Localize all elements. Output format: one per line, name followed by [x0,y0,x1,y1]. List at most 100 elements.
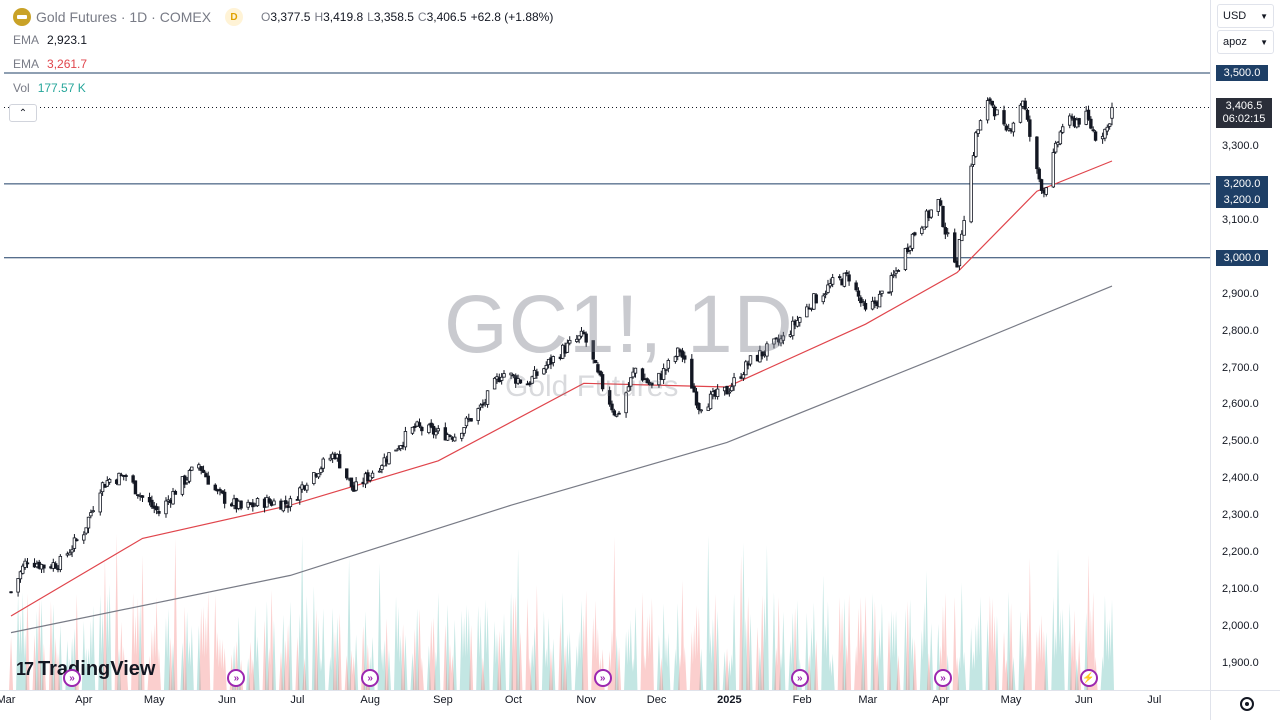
volume-up-area [16,535,1115,690]
candle-body [349,477,354,487]
hline-price-tag-3200-alt[interactable]: 3,200.0 [1216,192,1268,208]
candle-body [434,431,438,436]
candle-body [1105,126,1110,132]
candle-body [154,506,159,511]
candle-body [105,480,109,487]
candle-body [410,426,415,434]
arrow-forward-icon[interactable]: » [593,669,612,687]
hline-price-tag-3000[interactable]: 3,000.0 [1216,250,1268,266]
time-tick-label: Oct [504,694,522,706]
lightning-icon[interactable]: ⚡ [1079,669,1098,687]
candle-body [896,270,901,272]
tradingview-mark-icon: 17 [16,659,34,679]
symbol-legend: Gold Futures · 1D · COMEX D O3,377.5 H3,… [13,8,553,26]
hline-price-tag-3500[interactable]: 3,500.0 [1216,65,1268,81]
candle-body [988,98,992,102]
candle-body [86,516,91,529]
time-tick-label: Nov [576,694,596,706]
candle-body [1018,104,1023,123]
symbol-title[interactable]: Gold Futures · 1D · COMEX [36,9,212,25]
candle-body [394,449,398,452]
indicator-volume[interactable]: Vol 177.57 K [13,80,86,96]
candle-body [744,361,748,376]
arrow-forward-icon[interactable]: » [790,669,809,687]
candle-body [645,378,649,384]
candle-body [791,320,795,337]
ohlc-open: O3,377.5 [261,10,310,24]
hline-price-tag-3200[interactable]: 3,200.0 [1216,176,1268,192]
high-prefix: H [314,10,324,24]
collapse-legend-button[interactable]: ⌃ [9,104,37,122]
candle-body [530,376,534,384]
indicator-ema-slow[interactable]: EMA 2,923.1 [13,32,87,48]
time-tick-label: Jul [290,694,305,706]
candle-body [976,129,980,134]
symbol-watermark-sub: Gold Futures [505,370,679,403]
candle-body [1039,179,1044,191]
price-tick-label: 2,100.0 [1222,583,1259,596]
candle-body [443,427,448,441]
candle-body [319,468,323,473]
candle-body [312,472,316,484]
candle-body [945,232,950,235]
candle-body [1091,129,1095,132]
candle-body [1053,142,1058,153]
candle-body [321,458,325,469]
time-axis[interactable]: Mar Apr May Jun Jul Aug Sep Oct Nov Dec 2025 Feb Mar… [0,694,1210,714]
candle-body [699,409,703,412]
candle-body [190,466,194,471]
arrow-forward-icon[interactable]: » [933,669,952,687]
candle-body [199,466,203,471]
candle-body [481,403,485,406]
candle-body [91,510,95,513]
candle-body [84,527,88,534]
candle-body [502,373,506,378]
arrow-forward-icon[interactable]: » [361,669,380,687]
arrow-forward-icon[interactable]: » [63,669,82,687]
low-prefix: L [367,10,374,24]
candle-body [427,424,431,433]
candle-body [774,337,779,340]
candle-body [953,232,957,263]
last-price-tag[interactable]: 3,406.5 06:02:15 [1216,98,1272,128]
candle-body [593,360,598,364]
tradingview-logo-text: TradingView [38,658,156,680]
candle-body [765,343,769,357]
tradingview-logo[interactable]: 17 TradingView [16,658,155,681]
currency-value: USD [1223,10,1247,22]
gear-icon[interactable] [1240,697,1254,711]
candle-body [666,360,671,369]
candle-body [798,317,802,323]
indicator-name: EMA [13,57,40,71]
time-tick-label: Aug [360,694,380,706]
candle-body [222,491,227,504]
candle-body [922,226,926,230]
candle-body [969,165,973,223]
candle-body [528,382,532,386]
candle-body [772,338,776,345]
candle-body [1086,109,1091,120]
chevron-up-icon: ⌃ [18,107,28,119]
volume-down-area [9,533,1098,690]
candle-body [715,388,720,398]
candle-body [727,391,732,394]
candle-body [173,490,178,495]
candle-body [89,512,93,517]
symbol-watermark: GC1!, 1D [444,279,794,370]
indicator-ema-fast[interactable]: EMA 3,261.7 [13,56,87,72]
candle-body [403,431,408,448]
currency-select[interactable]: USD ▼ [1217,4,1274,28]
scale-mode-select[interactable]: apoz ▼ [1217,30,1274,54]
arrow-forward-icon[interactable]: » [227,669,246,687]
candle-body [255,498,260,507]
candle-body [462,427,466,434]
candle-body [218,488,222,491]
candle-body [413,425,417,428]
interval-badge[interactable]: D [225,8,244,26]
candle-body [920,227,924,234]
candle-body [107,478,112,483]
candle-body [164,500,168,515]
candle-body [448,435,452,437]
